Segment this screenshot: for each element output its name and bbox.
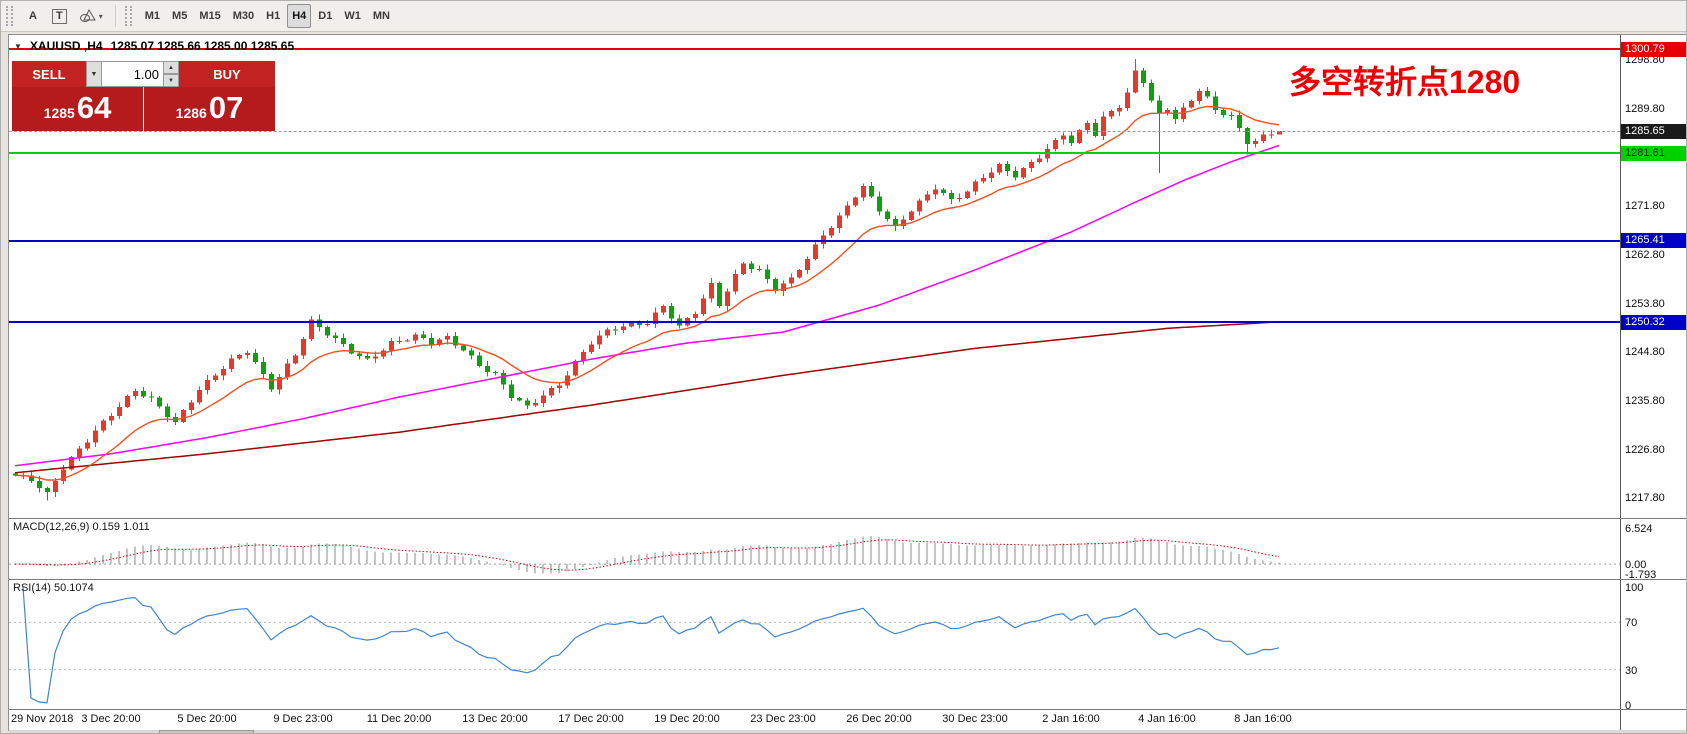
sell-button[interactable]: SELL	[12, 61, 86, 87]
symbol-ohlc-line: ▼ XAUUSD ,H4 1285.07 1285.66 1285.00 128…	[14, 39, 294, 53]
buy-button[interactable]: BUY	[179, 61, 275, 87]
shapes-tool-button[interactable]: ▾	[74, 4, 108, 28]
date-label: 8 Jan 16:00	[1234, 713, 1292, 725]
macd-scale-label: 6.524	[1625, 523, 1653, 535]
panel-separator	[9, 709, 1686, 710]
price-tag-current-price: 1285.65	[1621, 123, 1686, 139]
date-label: 11 Dec 20:00	[366, 713, 432, 725]
price-tag-support-1265: 1265.41	[1621, 233, 1686, 249]
chart-window: ▼ XAUUSD ,H4 1285.07 1285.66 1285.00 128…	[8, 34, 1686, 731]
price-scale-label: 1289.80	[1625, 102, 1665, 115]
macd-scale-label: -1.793	[1625, 569, 1657, 581]
chevron-down-icon: ▾	[98, 11, 103, 21]
text-label-tool-button[interactable]: T	[47, 4, 72, 28]
timeframe-m15[interactable]: M15	[194, 4, 225, 28]
hline-support-1250[interactable]	[9, 321, 1620, 324]
price-scale-label: 1271.80	[1625, 200, 1665, 213]
price-tag-support-1250: 1250.32	[1621, 314, 1686, 330]
date-label: 2 Jan 16:00	[1042, 713, 1100, 725]
date-axis[interactable]: 29 Nov 2018 3 Dec 20:00 5 Dec 20:00 9 Dec 2…	[9, 709, 1620, 730]
hline-current-price[interactable]	[9, 130, 1620, 132]
ohlc-readout: 1285.07 1285.66 1285.00 1285.65	[110, 39, 295, 53]
timeframe-h4[interactable]: H4	[287, 4, 312, 28]
price-scale-label: 1235.80	[1625, 394, 1665, 407]
hline-support-1265[interactable]	[9, 239, 1620, 242]
one-click-trading-panel: SELL ▼ ▲ ▼ BUY 128564 128607	[12, 61, 275, 131]
rsi-panel[interactable]: RSI(14) 50.1074	[9, 579, 1620, 709]
one-click-collapse-icon[interactable]: ▼	[14, 41, 22, 51]
chart-tab[interactable]	[159, 730, 254, 733]
price-tag-support-1281: 1281.61	[1621, 145, 1686, 161]
rsi-scale-label: 0	[1625, 700, 1632, 712]
macd-scale-label: 0.00	[1625, 559, 1647, 572]
timeframe-m30[interactable]: M30	[228, 4, 259, 28]
date-label: 17 Dec 20:00	[558, 713, 624, 725]
plot-column: ▼ XAUUSD ,H4 1285.07 1285.66 1285.00 128…	[9, 35, 1620, 730]
text-label-tool-icon: T	[52, 8, 67, 24]
volume-spinner-up[interactable]: ▲	[164, 61, 179, 74]
date-label: 26 Dec 20:00	[846, 713, 912, 725]
bid-ask-divider	[143, 87, 144, 131]
timeframe-h1[interactable]: H1	[261, 4, 285, 28]
hline-resistance-1300[interactable]	[9, 48, 1620, 51]
price-scale-label: 1298.80	[1625, 54, 1665, 67]
date-label: 4 Jan 16:00	[1138, 713, 1196, 725]
date-label: 30 Dec 23:00	[942, 713, 1008, 725]
hline-support-1281[interactable]	[9, 152, 1620, 154]
volume-spinner-down[interactable]: ▼	[164, 74, 179, 87]
panel-separator[interactable]	[9, 518, 1686, 519]
rsi-scale-label: 30	[1625, 664, 1638, 677]
toolbar-separator	[114, 5, 116, 27]
bid-price: 128564	[12, 87, 143, 131]
volume-input[interactable]	[102, 61, 164, 87]
price-tag-resistance-1300: 1300.79	[1621, 41, 1686, 57]
date-label: 9 Dec 23:00	[273, 713, 333, 725]
date-label: 3 Dec 20:00	[81, 713, 141, 725]
price-chart-panel[interactable]: ▼ XAUUSD ,H4 1285.07 1285.66 1285.00 128…	[9, 35, 1620, 518]
charts-tab-bar	[9, 730, 1686, 733]
rsi-scale-label: 70	[1625, 617, 1638, 630]
text-tool-icon: A	[29, 10, 37, 22]
volume-dropdown-button[interactable]: ▼	[86, 61, 102, 87]
toolbar-drag-handle[interactable]	[124, 6, 132, 26]
shapes-tool-icon	[79, 8, 96, 22]
toolbar: A T ▾ M1 M5 M15 M30 H1 H4 D1 W1 MN	[1, 1, 1686, 32]
price-scale-label: 1217.80	[1625, 492, 1665, 505]
timeframe-m5[interactable]: M5	[167, 4, 192, 28]
price-scale-label: 1262.80	[1625, 248, 1665, 261]
date-label: 23 Dec 23:00	[750, 713, 816, 725]
timeframe-group: M1 M5 M15 M30 H1 H4 D1 W1 MN	[139, 4, 396, 28]
timeframe-d1[interactable]: D1	[313, 4, 337, 28]
macd-label: MACD(12,26,9) 0.159 1.011	[13, 521, 150, 533]
price-scale-label: 1253.80	[1625, 297, 1665, 310]
price-scale-label: 1226.80	[1625, 443, 1665, 456]
text-tool-button[interactable]: A	[21, 4, 45, 28]
timeframe-m1[interactable]: M1	[140, 4, 165, 28]
timeframe-mn[interactable]: MN	[368, 4, 395, 28]
annotation-text[interactable]: 多空转折点1280	[1289, 64, 1521, 100]
rsi-scale-label: 100	[1625, 582, 1644, 594]
rsi-label: RSI(14) 50.1074	[13, 582, 94, 594]
timeframe-w1[interactable]: W1	[339, 4, 366, 28]
macd-panel[interactable]: MACD(12,26,9) 0.159 1.011	[9, 518, 1620, 579]
symbol-title: XAUUSD ,H4	[29, 39, 103, 53]
toolbar-drag-handle[interactable]	[6, 6, 13, 26]
date-label: 19 Dec 20:00	[654, 713, 720, 725]
date-label: 29 Nov 2018	[11, 713, 74, 725]
price-axis[interactable]: 1300.79 1285.65 1281.61 1265.41 1250.32 1298.…	[1620, 35, 1686, 730]
panel-separator[interactable]	[9, 579, 1686, 580]
ask-price: 128607	[144, 87, 275, 131]
price-scale-label: 1244.80	[1625, 346, 1665, 359]
date-label: 5 Dec 20:00	[177, 713, 237, 725]
date-label: 13 Dec 20:00	[462, 713, 528, 725]
